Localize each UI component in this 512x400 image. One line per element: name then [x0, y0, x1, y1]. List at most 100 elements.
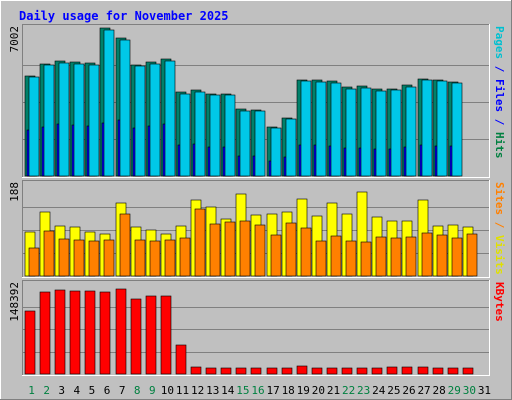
x-tick-label: 19 — [297, 384, 310, 397]
bar-pages-1 — [28, 76, 40, 177]
bar-pages-22 — [345, 88, 357, 177]
bar-sites-14 — [224, 221, 236, 277]
bar-kbytes-2 — [39, 291, 51, 375]
y-axis-label-part: Files — [493, 79, 506, 112]
x-tick-label: 27 — [417, 384, 430, 397]
bar-sites-13 — [209, 223, 221, 277]
bar-kbytes-27 — [417, 366, 429, 375]
bar-pages-11 — [179, 93, 191, 177]
bar-pages-16 — [254, 110, 266, 177]
bar-pages-10 — [164, 60, 176, 177]
bar-kbytes-8 — [130, 298, 142, 375]
x-tick-label: 2 — [43, 384, 50, 397]
bar-pages-23 — [360, 87, 372, 177]
bar-pages-9 — [149, 63, 161, 177]
bar-kbytes-23 — [356, 367, 368, 375]
bar-kbytes-1 — [24, 310, 36, 375]
x-tick-label: 16 — [251, 384, 264, 397]
y-axis-label: Pages / Files / Hits — [493, 26, 506, 159]
y-axis-label-part: / — [493, 59, 506, 79]
bar-sites-22 — [345, 240, 357, 277]
y-axis-label-part: / — [493, 215, 506, 235]
bar-sites-26 — [405, 236, 417, 277]
bar-sites-1 — [28, 247, 40, 277]
bar-sites-15 — [239, 220, 251, 277]
bar-pages-18 — [285, 118, 297, 177]
bar-pages-12 — [194, 91, 206, 177]
x-tick-label: 17 — [266, 384, 279, 397]
y-axis-label-part: Hits — [493, 132, 506, 159]
bar-pages-25 — [390, 89, 402, 177]
bar-sites-17 — [270, 234, 282, 277]
bar-kbytes-25 — [386, 366, 398, 375]
x-tick-label: 29 — [448, 384, 461, 397]
series-sites — [28, 208, 478, 277]
x-tick-label: 10 — [161, 384, 174, 397]
bar-sites-16 — [254, 224, 266, 277]
bar-kbytes-18 — [281, 367, 293, 375]
x-tick-label: 12 — [191, 384, 204, 397]
x-tick-label: 8 — [134, 384, 141, 397]
series-kbytes — [24, 288, 474, 375]
bar-pages-19 — [300, 80, 312, 177]
panel-hits-files-pages: 7002 Pages / Files / Hits — [8, 24, 506, 178]
bar-kbytes-19 — [296, 365, 308, 375]
panel-kbytes: 148392 KBytes — [8, 280, 506, 376]
bar-kbytes-6 — [99, 291, 111, 375]
bar-kbytes-20 — [311, 367, 323, 375]
bar-pages-27 — [421, 79, 433, 177]
bar-kbytes-7 — [115, 288, 127, 375]
bar-kbytes-13 — [205, 367, 217, 375]
bar-kbytes-9 — [145, 295, 157, 375]
x-tick-label: 1 — [28, 384, 35, 397]
bar-sites-19 — [300, 227, 312, 277]
bar-sites-11 — [179, 237, 191, 277]
chart-title: Daily usage for November 2025 — [19, 9, 229, 23]
bar-pages-6 — [103, 29, 115, 177]
bar-kbytes-3 — [54, 289, 66, 375]
x-tick-label: 9 — [149, 384, 156, 397]
x-tick-label: 23 — [357, 384, 370, 397]
bar-pages-17 — [270, 127, 282, 177]
bar-pages-21 — [330, 82, 342, 177]
x-tick-label: 15 — [236, 384, 249, 397]
x-tick-label: 6 — [104, 384, 111, 397]
bar-kbytes-5 — [84, 290, 96, 375]
y-axis-label-part: KBytes — [493, 282, 506, 322]
x-tick-label: 26 — [402, 384, 415, 397]
bar-pages-15 — [239, 110, 251, 177]
bar-sites-6 — [103, 239, 115, 277]
y-axis-label: KBytes — [493, 282, 506, 322]
bar-pages-26 — [405, 86, 417, 177]
bar-sites-25 — [390, 237, 402, 277]
bar-sites-8 — [134, 239, 146, 277]
bar-kbytes-4 — [69, 290, 81, 375]
bar-pages-7 — [119, 39, 131, 177]
bar-kbytes-21 — [326, 367, 338, 375]
bar-sites-20 — [315, 240, 327, 277]
bar-sites-3 — [58, 238, 70, 277]
x-tick-label: 18 — [282, 384, 295, 397]
x-tick-label: 13 — [206, 384, 219, 397]
bar-pages-5 — [88, 64, 100, 177]
y-axis-label-part: Visits — [493, 235, 506, 275]
x-tick-label: 4 — [74, 384, 81, 397]
bar-pages-3 — [58, 62, 70, 177]
bar-sites-4 — [73, 239, 85, 277]
y-axis-label-part: / — [493, 112, 506, 132]
series-pages — [28, 29, 463, 177]
bar-sites-7 — [119, 213, 131, 277]
bar-sites-10 — [164, 239, 176, 277]
bar-kbytes-11 — [175, 344, 187, 375]
bar-sites-23 — [360, 241, 372, 277]
bar-sites-28 — [436, 234, 448, 277]
bar-kbytes-26 — [401, 366, 413, 375]
bar-kbytes-24 — [371, 367, 383, 375]
x-tick-label: 11 — [176, 384, 189, 397]
x-tick-label: 22 — [342, 384, 355, 397]
x-axis-tick-labels: 1 2 3 4 5 6 7 8 9 10 11 12 13 14 15 16 17 18 19 20 21 22 23 24 2… — [28, 384, 491, 397]
y-axis-label-part: Pages — [493, 26, 506, 59]
bar-pages-14 — [224, 94, 236, 177]
x-tick-label: 3 — [58, 384, 65, 397]
